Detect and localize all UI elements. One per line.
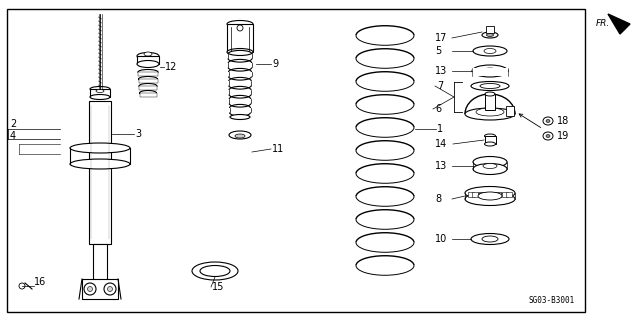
Bar [82, 279, 118, 299]
Ellipse shape [485, 92, 495, 96]
Bar [227, 24, 253, 52]
Text: 18: 18 [557, 116, 569, 126]
Text: 13: 13 [435, 161, 447, 171]
Ellipse shape [482, 236, 498, 242]
Ellipse shape [200, 265, 230, 277]
Circle shape [237, 25, 243, 31]
Text: 10: 10 [435, 234, 447, 244]
Circle shape [104, 283, 116, 295]
Ellipse shape [546, 120, 550, 122]
Ellipse shape [90, 94, 110, 100]
Bar [487, 192, 493, 197]
Bar [90, 89, 110, 97]
Ellipse shape [484, 134, 495, 138]
Ellipse shape [476, 108, 504, 116]
Text: 9: 9 [272, 59, 278, 69]
Bar [479, 192, 484, 197]
Ellipse shape [473, 46, 507, 56]
Ellipse shape [137, 53, 159, 60]
Circle shape [108, 286, 113, 292]
Text: 6: 6 [435, 104, 441, 114]
Ellipse shape [471, 234, 509, 244]
Text: 16: 16 [34, 277, 46, 287]
Ellipse shape [138, 77, 157, 81]
Ellipse shape [465, 187, 515, 199]
Ellipse shape [90, 86, 110, 92]
Text: 11: 11 [272, 144, 284, 154]
Ellipse shape [96, 90, 104, 93]
Ellipse shape [481, 68, 499, 74]
Text: FR.: FR. [596, 19, 611, 28]
Bar [485, 94, 495, 110]
Ellipse shape [543, 117, 553, 125]
Ellipse shape [471, 81, 509, 91]
Text: SG03-B3001: SG03-B3001 [529, 296, 575, 305]
Ellipse shape [144, 52, 152, 56]
Text: 15: 15 [212, 282, 225, 292]
Text: 8: 8 [435, 194, 441, 204]
Bar [495, 192, 502, 197]
Circle shape [19, 283, 25, 289]
Bar [93, 244, 107, 281]
Bar [138, 72, 158, 76]
Text: 3: 3 [135, 129, 141, 139]
Ellipse shape [484, 142, 495, 146]
Text: 5: 5 [435, 46, 441, 56]
Ellipse shape [484, 48, 496, 54]
Ellipse shape [70, 159, 130, 169]
Ellipse shape [486, 33, 493, 36]
Ellipse shape [235, 134, 245, 138]
Ellipse shape [480, 84, 500, 88]
Bar [486, 26, 494, 33]
Ellipse shape [473, 157, 507, 167]
Text: 1: 1 [437, 124, 443, 134]
Ellipse shape [465, 108, 515, 120]
Ellipse shape [192, 262, 238, 280]
Bar [472, 192, 477, 197]
Ellipse shape [543, 132, 553, 140]
Ellipse shape [472, 65, 508, 77]
Ellipse shape [138, 70, 158, 75]
Ellipse shape [139, 84, 157, 88]
Bar [506, 192, 512, 197]
Ellipse shape [227, 48, 253, 56]
Text: 12: 12 [165, 62, 177, 72]
Bar [138, 79, 157, 83]
Bar [137, 56, 159, 64]
Bar [468, 192, 474, 197]
Ellipse shape [137, 61, 159, 68]
Ellipse shape [70, 143, 130, 153]
Bar [484, 136, 495, 144]
Ellipse shape [140, 91, 157, 95]
Circle shape [84, 283, 96, 295]
Bar [472, 68, 508, 76]
Ellipse shape [478, 192, 502, 200]
Text: 7: 7 [437, 81, 444, 91]
Text: 14: 14 [435, 139, 447, 149]
Text: 17: 17 [435, 33, 447, 43]
Text: 19: 19 [557, 131, 569, 141]
Text: 13: 13 [435, 66, 447, 76]
Ellipse shape [465, 192, 515, 205]
Bar [89, 101, 111, 244]
Ellipse shape [483, 164, 497, 168]
Ellipse shape [546, 135, 550, 137]
Circle shape [88, 286, 93, 292]
Ellipse shape [473, 164, 507, 174]
Ellipse shape [482, 32, 498, 38]
Bar [506, 106, 514, 116]
Ellipse shape [227, 20, 253, 27]
Polygon shape [608, 14, 630, 34]
Text: 4: 4 [10, 131, 16, 141]
Ellipse shape [229, 131, 251, 139]
Ellipse shape [230, 115, 250, 120]
Bar [140, 93, 157, 97]
Bar [502, 192, 508, 197]
Bar [139, 86, 157, 90]
Text: 2: 2 [10, 119, 16, 129]
